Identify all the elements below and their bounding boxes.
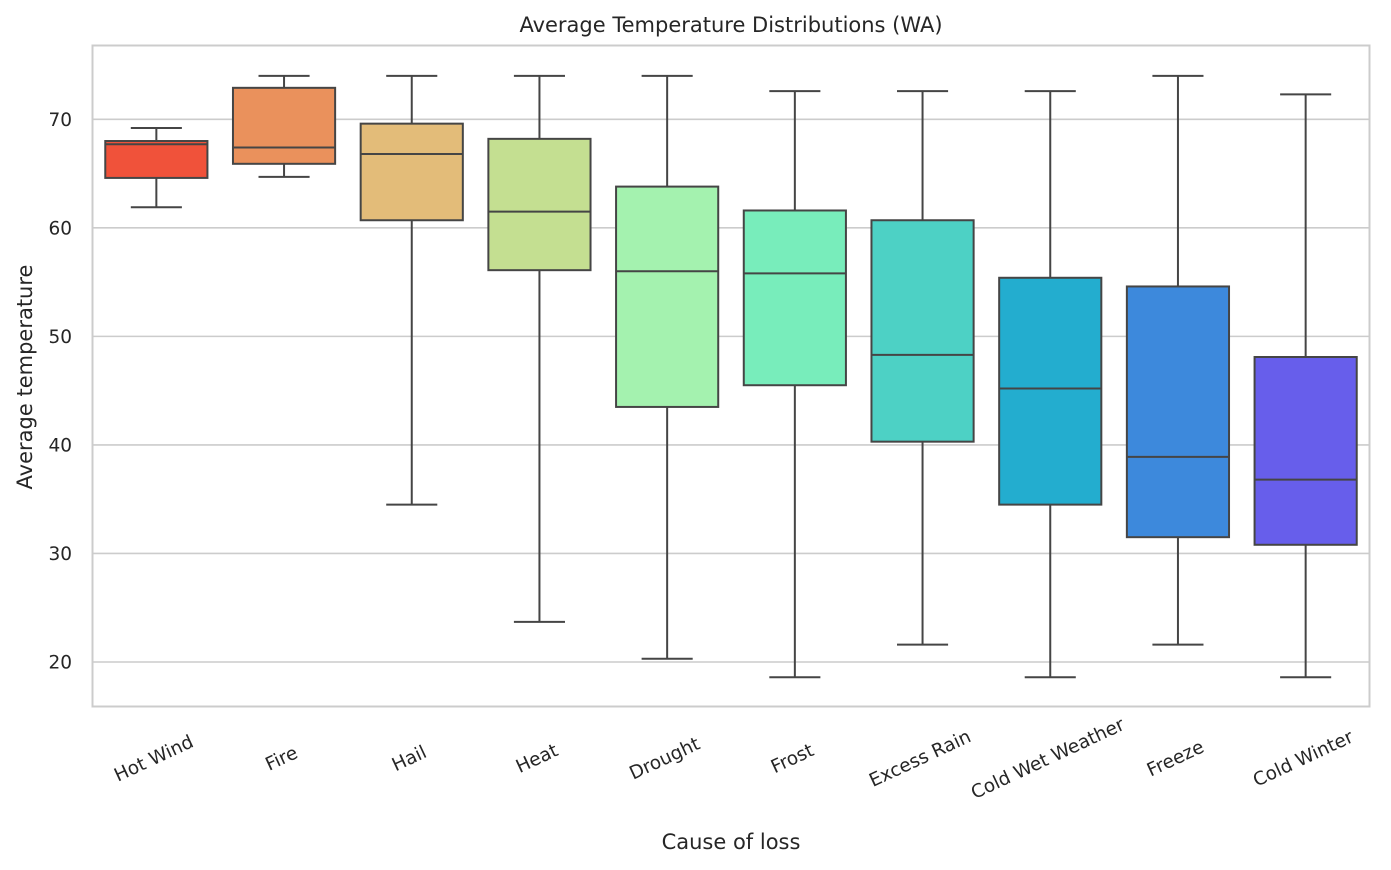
x-tick-label: Freeze bbox=[1144, 737, 1208, 782]
y-tick-label: 70 bbox=[48, 110, 72, 131]
box-fire bbox=[231, 74, 337, 178]
box-cold-wet-weather bbox=[998, 90, 1103, 679]
box-hot-wind bbox=[104, 126, 209, 209]
box-freeze bbox=[1125, 74, 1231, 646]
x-tick-labels: Hot Wind Fire Hail Heat Drought Frost Excess R… bbox=[111, 714, 1357, 804]
y-tick-label: 30 bbox=[48, 544, 72, 565]
x-tick-label: Frost bbox=[768, 740, 817, 778]
y-tick-label: 40 bbox=[48, 435, 72, 456]
y-tick-labels: 20 30 40 50 60 70 bbox=[48, 110, 72, 674]
y-tick-label: 20 bbox=[48, 652, 72, 673]
x-tick-label: Heat bbox=[513, 740, 562, 778]
x-tick-label: Hot Wind bbox=[111, 732, 197, 787]
x-tick-label: Drought bbox=[626, 734, 703, 785]
box-rect bbox=[998, 276, 1103, 506]
box-rect bbox=[359, 122, 464, 222]
y-tick-label: 50 bbox=[48, 327, 72, 348]
y-axis-label: Average temperature bbox=[13, 265, 37, 490]
plot-frame bbox=[91, 44, 1371, 708]
box-hail bbox=[359, 74, 464, 506]
x-axis-label: Cause of loss bbox=[662, 830, 801, 854]
x-tick-label: Fire bbox=[262, 743, 301, 776]
box-rect bbox=[870, 219, 975, 443]
box-rect bbox=[231, 86, 337, 165]
chart-title: Average Temperature Distributions (WA) bbox=[519, 13, 942, 37]
boxes bbox=[104, 74, 1358, 679]
box-drought bbox=[615, 74, 720, 660]
y-tick-label: 60 bbox=[48, 218, 72, 239]
box-frost bbox=[742, 90, 847, 679]
box-rect bbox=[1253, 356, 1358, 546]
box-rect bbox=[615, 185, 720, 408]
box-rect bbox=[104, 140, 209, 179]
x-tick-label: Cold Winter bbox=[1250, 727, 1357, 792]
box-rect bbox=[742, 209, 847, 387]
box-rect bbox=[1125, 285, 1231, 539]
box-heat bbox=[487, 74, 592, 623]
box-rect bbox=[487, 137, 592, 272]
x-tick-label: Hail bbox=[389, 742, 430, 776]
box-cold-winter bbox=[1253, 93, 1358, 679]
x-tick-label: Excess Rain bbox=[866, 726, 974, 791]
box-excess-rain bbox=[870, 90, 975, 646]
x-tick-label: Cold Wet Weather bbox=[968, 714, 1128, 804]
